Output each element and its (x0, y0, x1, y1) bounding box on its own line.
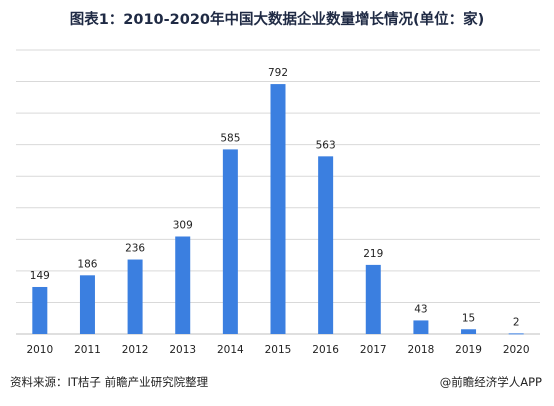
chart-title: 图表1：2010-2020年中国大数据企业数量增长情况(单位：家) (69, 12, 485, 28)
bar-2015 (270, 84, 286, 334)
x-tick-2016: 2016 (312, 344, 339, 356)
data-label-2016: 563 (316, 139, 336, 151)
data-label-2014: 585 (220, 132, 240, 144)
x-tick-2011: 2011 (74, 344, 101, 356)
data-label-2011: 186 (77, 258, 97, 270)
x-tick-2014: 2014 (217, 344, 244, 356)
x-tick-2019: 2019 (455, 344, 482, 356)
bar-2016 (318, 156, 334, 334)
x-tick-2017: 2017 (360, 344, 387, 356)
x-tick-2010: 2010 (26, 344, 53, 356)
data-label-2018: 43 (414, 303, 427, 315)
credit-note: @前瞻经济学人APP (439, 375, 542, 389)
bar-2010 (32, 286, 48, 334)
bar-2014 (222, 149, 238, 334)
data-label-2020: 2 (513, 316, 520, 328)
bar-2013 (175, 236, 191, 334)
x-tick-2018: 2018 (408, 344, 435, 356)
bars (32, 84, 524, 335)
data-labels: 149 186 236 309 585 792 563 219 43 15 2 (30, 67, 520, 328)
bar-2018 (413, 320, 429, 334)
data-label-2013: 309 (173, 219, 193, 231)
data-label-2019: 15 (462, 312, 475, 324)
bar-2011 (79, 275, 95, 334)
source-note: 资料来源：IT桔子 前瞻产业研究院整理 (10, 375, 209, 389)
x-tick-2012: 2012 (122, 344, 149, 356)
bar-2012 (127, 259, 143, 334)
data-label-2015: 792 (268, 67, 288, 79)
data-label-2017: 219 (363, 248, 383, 260)
bar-2019 (461, 329, 477, 334)
data-label-2010: 149 (30, 270, 50, 282)
x-tick-2013: 2013 (169, 344, 196, 356)
bar-2020 (508, 333, 524, 335)
x-tick-2020: 2020 (503, 344, 530, 356)
x-axis-ticks: 2010 2011 2012 2013 2014 2015 2016 2017 2018 2019… (26, 344, 529, 356)
data-label-2012: 236 (125, 243, 145, 255)
bar-2017 (365, 264, 381, 334)
x-tick-2015: 2015 (265, 344, 292, 356)
